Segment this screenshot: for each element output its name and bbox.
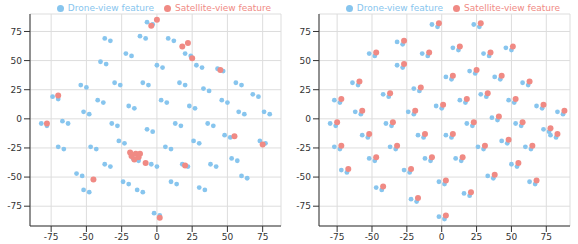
html-text:Drone-view feature: Drone-view feature — [67, 3, 154, 13]
svg-text:-75: -75 — [44, 232, 59, 242]
html-text:Drone-view feature: Drone-view feature — [356, 3, 443, 13]
svg-text:-50: -50 — [365, 232, 380, 242]
svg-text:0: 0 — [16, 114, 22, 124]
svg-text:25: 25 — [186, 232, 197, 242]
svg-text:-25: -25 — [296, 143, 311, 153]
svg-text:-75: -75 — [296, 201, 311, 211]
svg-text:-50: -50 — [8, 172, 22, 182]
svg-text:-75: -75 — [330, 232, 345, 242]
svg-text:-25: -25 — [8, 143, 22, 153]
svg-text:75: 75 — [300, 27, 311, 37]
svg-text:-75: -75 — [8, 201, 22, 211]
svg-text:75: 75 — [257, 232, 268, 242]
svg-text:25: 25 — [471, 232, 482, 242]
svg-text:75: 75 — [541, 232, 552, 242]
svg-text:50: 50 — [222, 232, 234, 242]
svg-text:-25: -25 — [399, 232, 414, 242]
html-text:Satellite-view feature: Satellite-view feature — [175, 3, 271, 13]
svg-text:50: 50 — [506, 232, 518, 242]
svg-text:-25: -25 — [114, 232, 129, 242]
svg-text:-50: -50 — [296, 172, 311, 182]
svg-text:-50: -50 — [79, 232, 94, 242]
svg-text:0: 0 — [305, 114, 311, 124]
svg-text:25: 25 — [11, 85, 22, 95]
svg-text:0: 0 — [439, 232, 445, 242]
svg-text:50: 50 — [11, 56, 23, 66]
svg-text:75: 75 — [11, 27, 22, 37]
svg-text:0: 0 — [154, 232, 160, 242]
svg-text:50: 50 — [300, 56, 312, 66]
svg-text:25: 25 — [300, 85, 311, 95]
html-text:Satellite-view feature: Satellite-view feature — [464, 3, 560, 13]
